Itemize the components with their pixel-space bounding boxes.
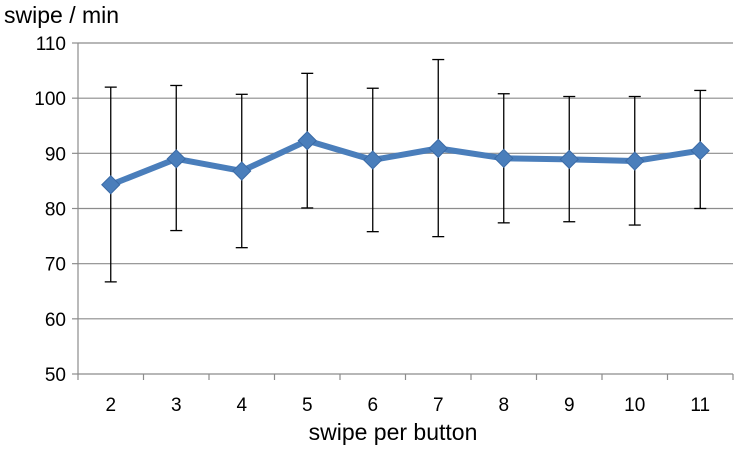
gridlines	[78, 42, 733, 320]
x-axis-title: swipe per button	[309, 419, 478, 445]
data-point-marker	[297, 130, 317, 151]
y-tick-label: 60	[45, 310, 66, 331]
y-tick-label: 100	[34, 89, 66, 110]
data-series	[101, 130, 710, 195]
y-tick-labels: 50 60 70 80 90 100 110	[34, 34, 66, 386]
error-bars	[104, 58, 707, 283]
y-tick-label: 50	[45, 365, 66, 386]
data-point-marker	[494, 148, 514, 169]
x-tick-label: 9	[564, 395, 575, 416]
x-tick-label: 6	[367, 395, 378, 416]
x-tick-label: 10	[624, 395, 645, 416]
y-tick-label: 90	[45, 144, 66, 165]
x-tick-label: 11	[690, 395, 710, 416]
data-point-marker	[559, 149, 579, 170]
axes	[72, 42, 734, 380]
y-tick-label: 80	[45, 200, 66, 221]
y-tick-label: 110	[36, 34, 66, 55]
data-point-marker	[101, 175, 121, 195]
series-line	[107, 137, 704, 188]
y-axis-title: swipe / min	[4, 2, 119, 28]
y-tick-label: 70	[45, 255, 66, 276]
x-tick-label: 7	[433, 395, 444, 416]
data-point-marker	[625, 151, 645, 171]
data-point-marker	[232, 161, 252, 181]
x-tick-label: 3	[171, 395, 182, 416]
data-point-marker	[690, 140, 710, 161]
data-point-marker	[428, 138, 448, 159]
x-tick-label: 5	[302, 395, 313, 416]
data-point-marker	[363, 150, 383, 170]
x-tick-label: 8	[498, 395, 509, 416]
x-tick-labels: 2 3 4 5 6 7 8 9 10 11	[105, 395, 710, 416]
data-point-marker	[166, 149, 186, 169]
x-tick-label: 2	[105, 395, 116, 416]
x-tick-label: 4	[236, 395, 247, 416]
